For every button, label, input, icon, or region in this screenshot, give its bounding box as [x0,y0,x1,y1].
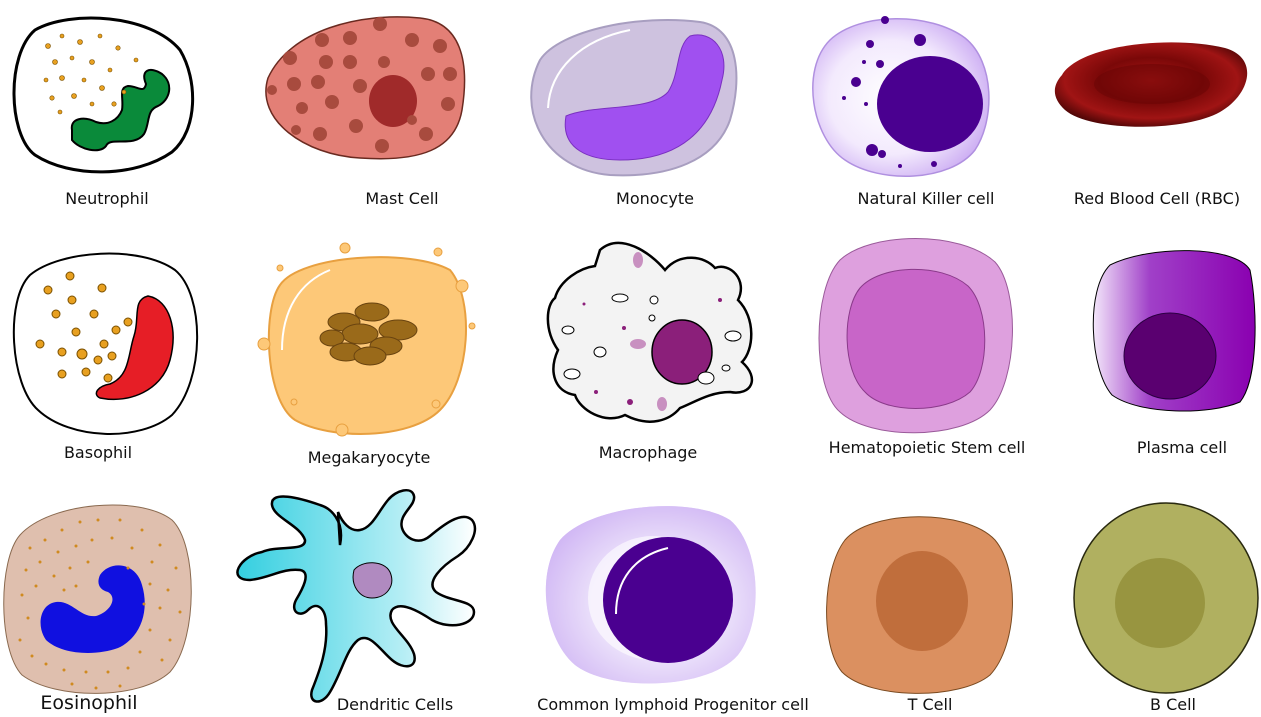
nk-nucleus [877,56,983,152]
label-red-blood-cell: Red Blood Cell (RBC) [1073,189,1241,208]
mast-cell [265,16,466,160]
label-mast-cell: Mast Cell [365,189,439,208]
label-hematopoietic-stem-cell: Hematopoietic Stem cell [828,438,1026,457]
b-cell [1073,502,1259,694]
label-dendritic-cells: Dendritic Cells [336,695,454,714]
label-megakaryocyte: Megakaryocyte [307,448,431,467]
megakaryocyte-nucleus [319,302,418,366]
label-eosinophil: Eosinophil [40,692,138,714]
megakaryocyte-cell [257,242,476,437]
label-macrophage: Macrophage [598,443,698,462]
label-b-cell: B Cell [1150,695,1196,714]
clp-nucleus [603,537,733,663]
label-t-cell: T Cell [907,695,953,714]
monocyte-cell [530,19,738,177]
hematopoietic-stem-cell [818,238,1013,434]
neutrophil-cell [12,16,195,174]
label-common-lymphoid-progenitor-cell: Common lymphoid Progenitor cell [537,695,809,714]
label-monocyte: Monocyte [616,189,694,208]
plasma-cell [1092,250,1256,412]
dendritic-nucleus [352,562,393,599]
macrophage-cell [546,241,754,423]
label-natural-killer-cell: Natural Killer cell [857,189,995,208]
dendritic-cell [236,488,477,703]
monocyte-nucleus [564,34,725,161]
macrophage-nucleus [651,319,713,385]
label-plasma-cell: Plasma cell [1136,438,1228,457]
basophil-nucleus [95,295,174,400]
eosinophil-nucleus [40,565,145,653]
mast-nucleus [369,75,417,127]
clp-cell [545,506,756,684]
t-cell [826,516,1013,694]
neutrophil-nucleus [70,68,171,152]
plasma-nucleus [1123,312,1217,400]
b-cell-nucleus [1115,558,1205,648]
t-cell-nucleus [876,551,968,651]
label-basophil: Basophil [63,443,133,462]
red-blood-cell [1054,42,1248,127]
label-neutrophil: Neutrophil [65,189,149,208]
hsc-nucleus [846,268,986,409]
basophil-cell [12,252,199,435]
eosinophil-cell [3,504,192,694]
natural-killer-cell [812,16,990,177]
